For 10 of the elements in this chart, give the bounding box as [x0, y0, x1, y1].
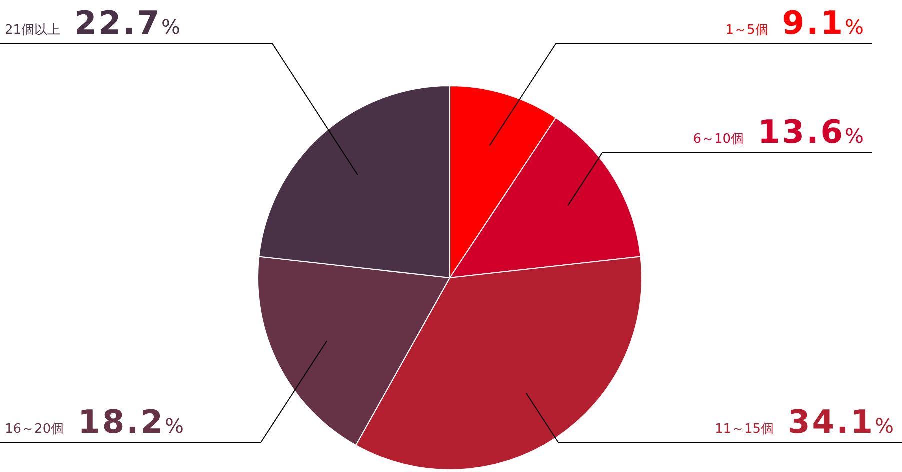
slice-label: 11～15個 — [714, 422, 774, 437]
slice-label: 1～5個 — [726, 23, 768, 38]
slice-label: 21個以上 — [5, 23, 61, 38]
data-label: 18.2% — [78, 403, 184, 441]
data-label: 9.1% — [782, 4, 864, 42]
slice-label: 6～10個 — [693, 132, 744, 147]
data-label: 22.7% — [74, 4, 181, 42]
data-label: 13.6% — [758, 113, 864, 151]
data-label: 34.1% — [788, 403, 894, 441]
slice-label: 16～20個 — [5, 422, 64, 437]
